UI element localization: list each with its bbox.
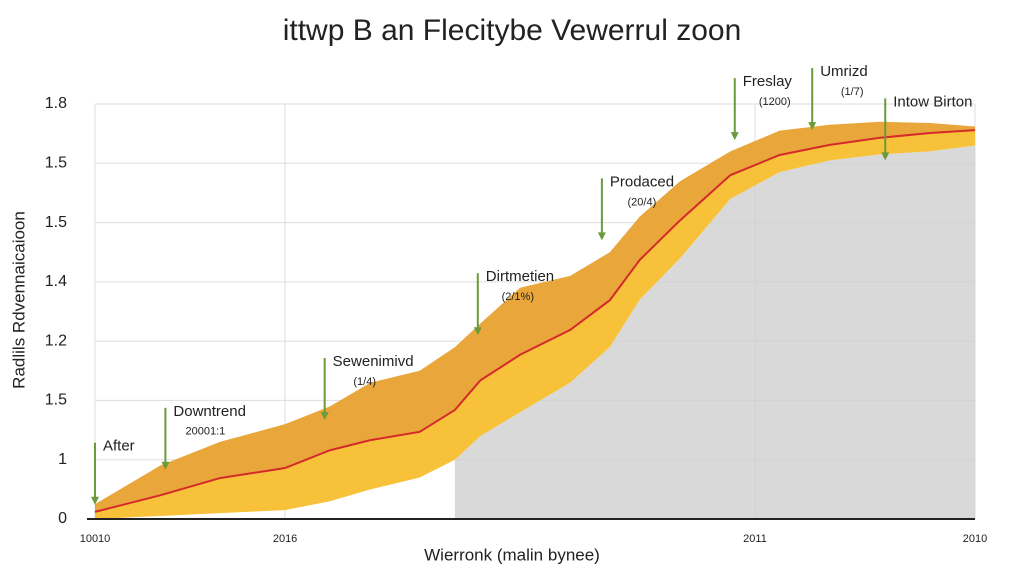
annotation-label: Downtrend xyxy=(173,403,246,420)
annotation-label: Umrizd xyxy=(820,63,868,80)
arrow-head xyxy=(320,411,329,420)
y-tick-label: 1.4 xyxy=(45,273,67,290)
annotation-label: Prodaced xyxy=(610,173,674,190)
annotation-label: Freslay xyxy=(743,73,793,90)
x-tick-label: 10010 xyxy=(80,533,111,545)
arrow-head xyxy=(161,461,170,470)
chart-title: ittwp B an Flecitybe Vewerrul zoon xyxy=(283,14,742,47)
x-tick-label: 2011 xyxy=(743,533,767,545)
annotation-sub: (1200) xyxy=(759,96,791,108)
y-tick-label: 1.5 xyxy=(45,155,67,172)
y-axis-label: Radlils Rdvennaicaioon xyxy=(9,211,28,389)
annotation-sub: 20001:1 xyxy=(186,426,226,438)
arrow-head xyxy=(730,132,739,141)
y-tick-label: 1 xyxy=(58,451,67,468)
annotation-label: Dirtmetien xyxy=(486,268,554,285)
arrow-head xyxy=(597,232,606,241)
x-tick-label: 2016 xyxy=(273,533,297,545)
y-tick-label: 1.5 xyxy=(45,392,67,409)
annotation-label: Sewenimivd xyxy=(333,353,414,370)
x-tick-label: 2010 xyxy=(963,533,987,545)
y-tick-label: 1.8 xyxy=(45,95,67,112)
annotation-sub: (1/7) xyxy=(841,86,864,98)
arrow-head xyxy=(91,496,99,505)
annotation-sub: (20/4) xyxy=(628,196,657,208)
annotation-sub: (1/4) xyxy=(353,376,376,388)
arrow-head xyxy=(473,327,482,336)
y-tick-label: 1.2 xyxy=(45,332,67,349)
y-tick-label: 0 xyxy=(58,510,67,527)
x-axis-label: Wierronk (malin bynee) xyxy=(424,545,600,564)
arrow-head xyxy=(808,122,817,131)
shade-area xyxy=(454,145,975,519)
line xyxy=(94,129,976,513)
arrow-head xyxy=(881,152,890,161)
band-area xyxy=(95,121,975,512)
annotation-label: Intow Birton xyxy=(893,93,972,110)
y-tick-label: 1.5 xyxy=(45,214,67,231)
annotation-label: After xyxy=(103,438,135,455)
annotation-sub: (2/1%) xyxy=(502,291,534,303)
